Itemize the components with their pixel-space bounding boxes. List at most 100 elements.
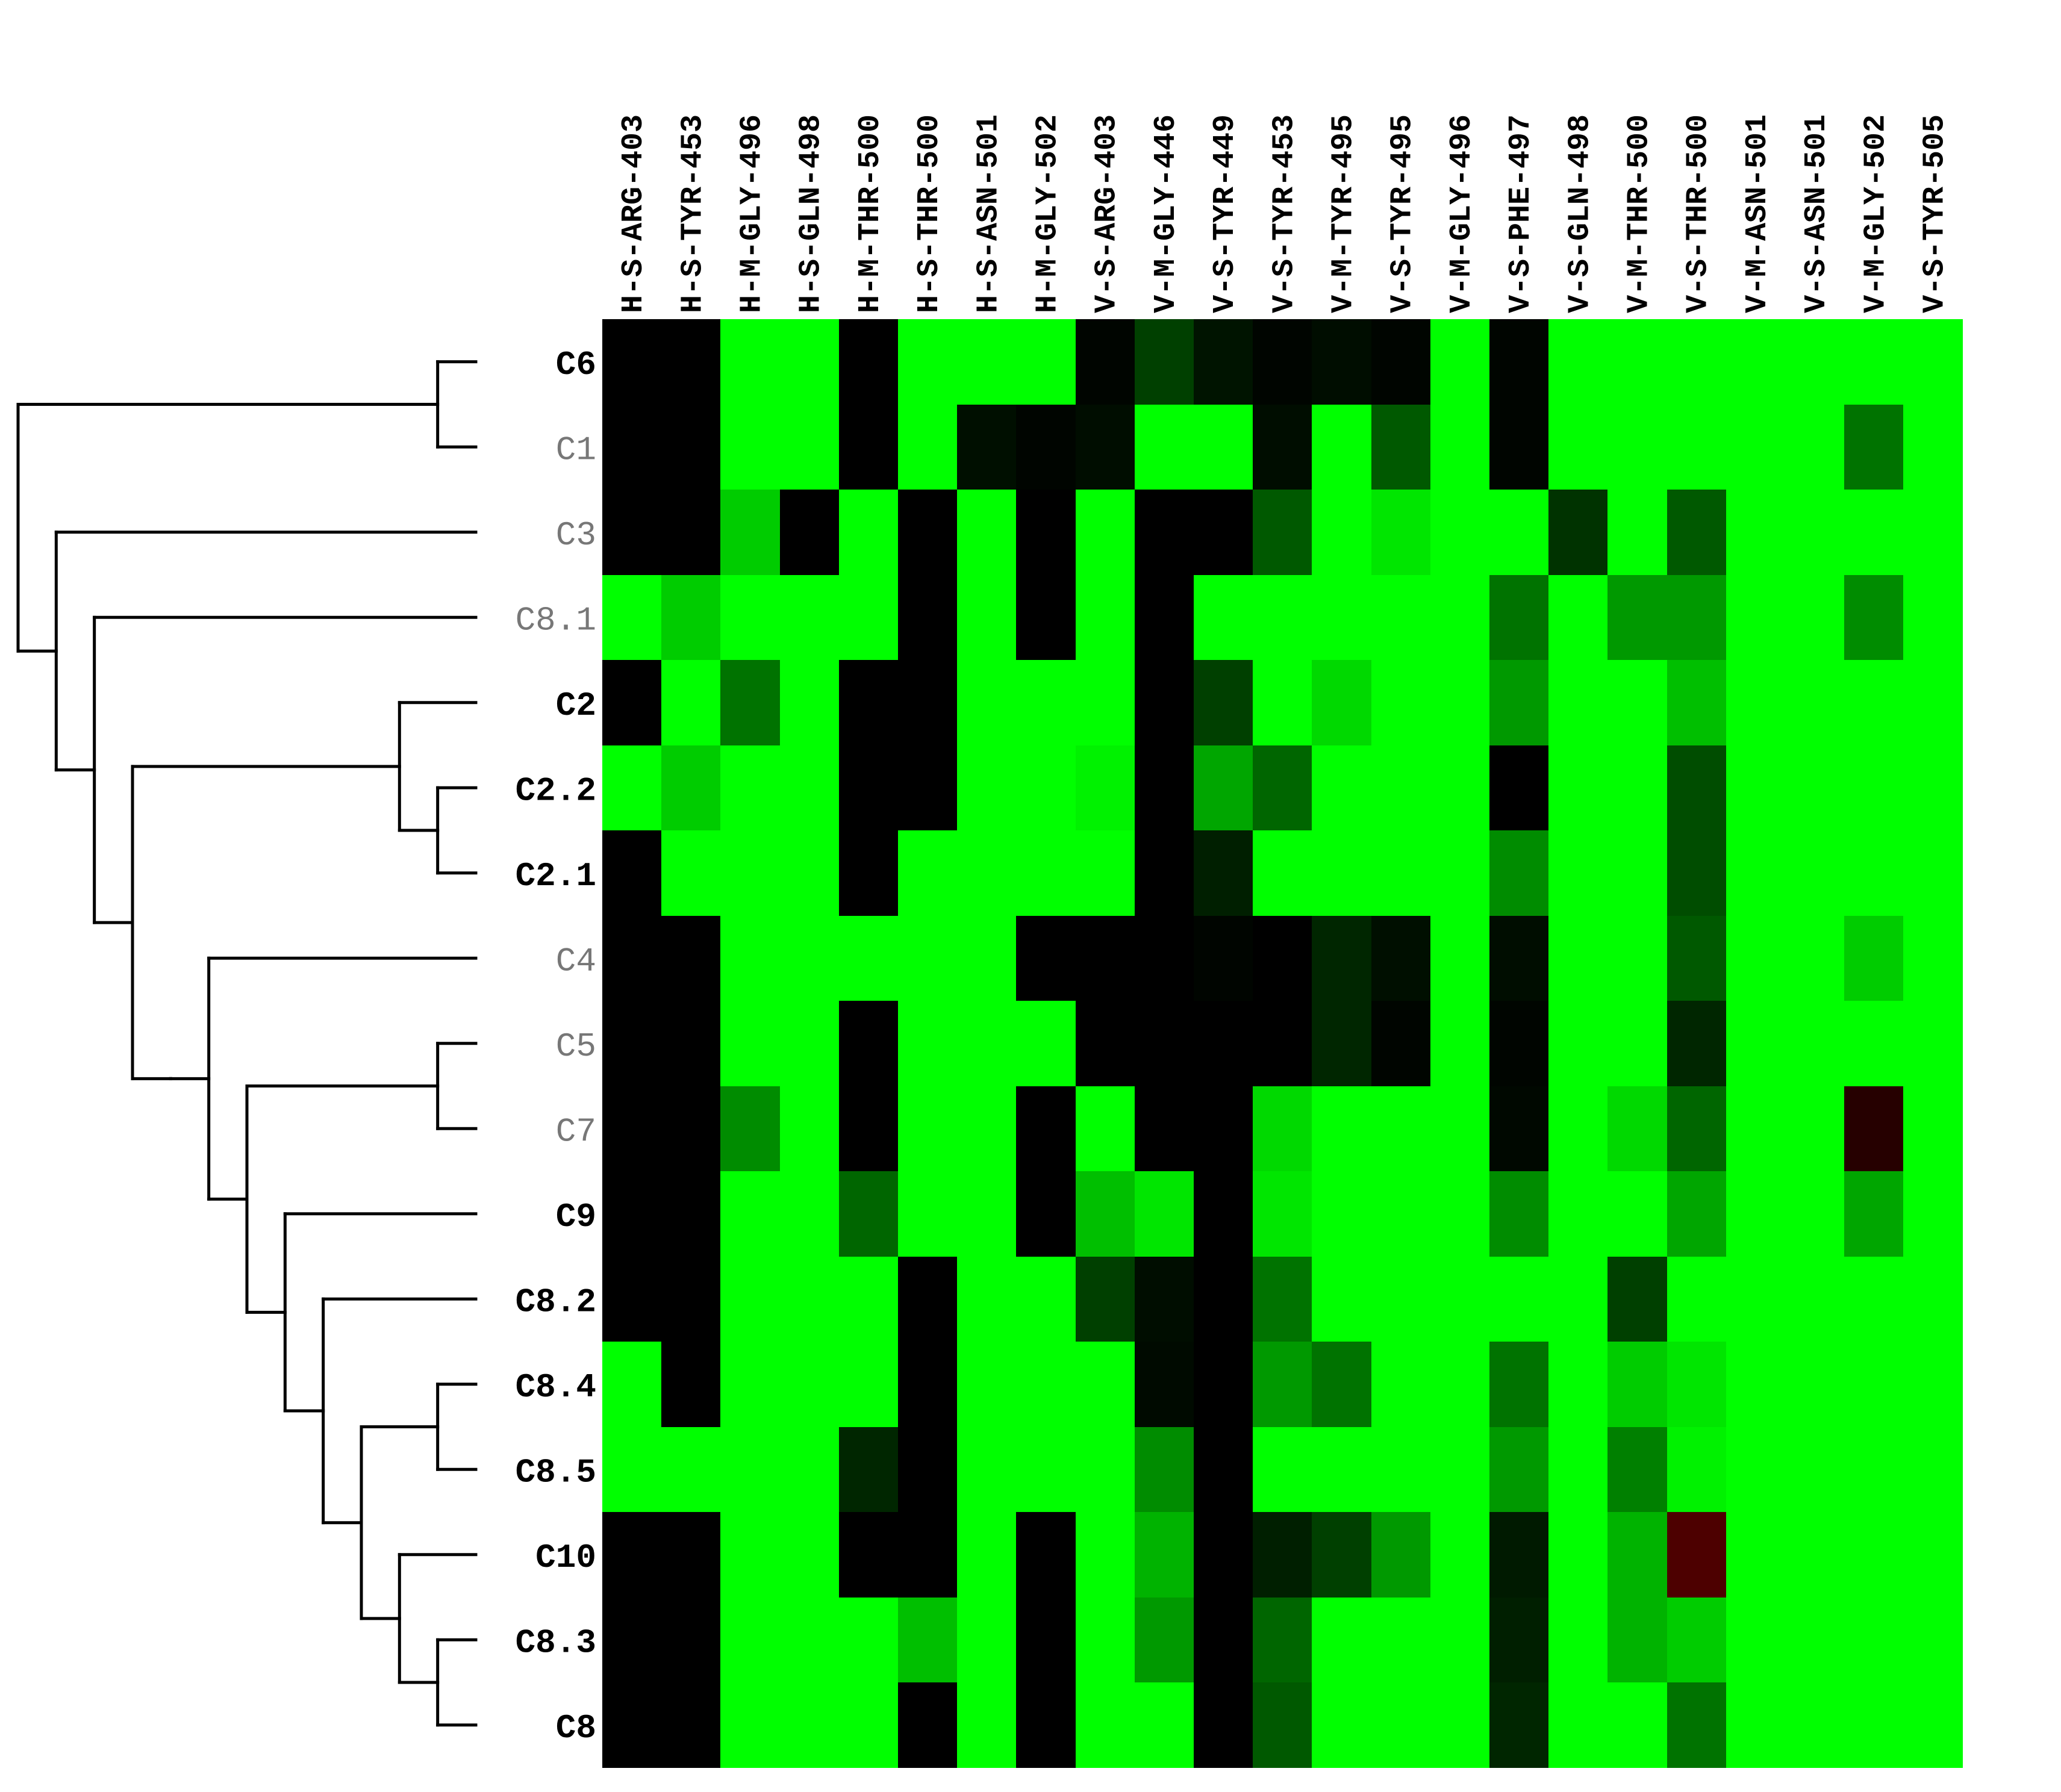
heatmap-cell xyxy=(1903,1598,1963,1682)
heatmap-cell xyxy=(661,660,720,745)
heatmap-cell xyxy=(780,745,839,830)
heatmap-cell xyxy=(1607,1257,1667,1342)
heatmap-cell xyxy=(1371,660,1430,745)
heatmap-cell xyxy=(1135,1598,1194,1682)
heatmap-cell xyxy=(1253,830,1312,916)
heatmap-cell xyxy=(661,1342,720,1427)
heatmap-cell xyxy=(1135,1512,1194,1598)
heatmap-cell xyxy=(780,1682,839,1768)
heatmap-cell xyxy=(1194,405,1253,490)
heatmap-cell xyxy=(898,490,957,575)
row-label: C8.2 xyxy=(516,1283,596,1321)
row-label: C3 xyxy=(556,516,596,555)
heatmap-cell xyxy=(661,1682,720,1768)
heatmap-cell xyxy=(602,660,661,745)
heatmap-cell xyxy=(1194,745,1253,830)
row-label: C2.2 xyxy=(516,771,596,810)
heatmap-cell xyxy=(1016,405,1076,490)
heatmap-cell xyxy=(1194,1598,1253,1682)
heatmap-cell xyxy=(602,1598,661,1682)
heatmap-cell xyxy=(1371,1342,1430,1427)
heatmap-cell xyxy=(661,490,720,575)
heatmap-cell xyxy=(1076,745,1135,830)
heatmap-cell xyxy=(1194,916,1253,1001)
heatmap-cell xyxy=(957,405,1016,490)
heatmap-cell xyxy=(1785,1512,1844,1598)
heatmap-cell xyxy=(602,745,661,830)
heatmap-cell xyxy=(720,1682,780,1768)
heatmap-cell xyxy=(1903,830,1963,916)
column-label: V-M-TYR-495 xyxy=(1327,114,1361,313)
heatmap-cell xyxy=(720,1001,780,1086)
heatmap-cell xyxy=(1844,1682,1903,1768)
column-label: H-S-GLN-498 xyxy=(794,114,829,313)
heatmap-cell xyxy=(1785,660,1844,745)
row-label: C4 xyxy=(556,942,596,980)
heatmap-cell xyxy=(957,745,1016,830)
heatmap-cell xyxy=(1844,405,1903,490)
heatmap-cell xyxy=(1253,1682,1312,1768)
heatmap-cell xyxy=(1548,1427,1607,1512)
heatmap-cell xyxy=(1548,1342,1607,1427)
heatmap-cell xyxy=(720,1512,780,1598)
heatmap-cell xyxy=(1548,575,1607,660)
heatmap-cell xyxy=(780,1512,839,1598)
heatmap-cell xyxy=(1194,1682,1253,1768)
heatmap-cell xyxy=(1785,1171,1844,1257)
column-label: V-M-GLY-496 xyxy=(1445,114,1479,313)
heatmap-cell xyxy=(839,745,898,830)
heatmap-cell xyxy=(661,575,720,660)
heatmap-cell xyxy=(1548,830,1607,916)
column-label: V-S-TYR-449 xyxy=(1208,114,1243,313)
heatmap-cell xyxy=(1312,1171,1371,1257)
heatmap-cell xyxy=(1607,916,1667,1001)
heatmap-cell xyxy=(1785,830,1844,916)
heatmap-cell xyxy=(1607,660,1667,745)
heatmap-cells xyxy=(602,319,1963,1768)
heatmap-cell xyxy=(1548,916,1607,1001)
heatmap-cell xyxy=(1371,1682,1430,1768)
heatmap-cell xyxy=(1667,1427,1726,1512)
heatmap-cell xyxy=(1135,1257,1194,1342)
heatmap-cell xyxy=(1016,916,1076,1001)
heatmap-cell xyxy=(1844,1171,1903,1257)
heatmap-cell xyxy=(1726,660,1785,745)
heatmap-cell xyxy=(1016,745,1076,830)
heatmap-cell xyxy=(1548,660,1607,745)
heatmap-cell xyxy=(839,1512,898,1598)
row-label: C8.1 xyxy=(516,601,596,639)
heatmap-cell xyxy=(1489,1682,1548,1768)
heatmap-cell xyxy=(898,1171,957,1257)
heatmap-cell xyxy=(898,1427,957,1512)
heatmap-cell xyxy=(1844,916,1903,1001)
heatmap-cell xyxy=(1667,319,1726,405)
heatmap-cell xyxy=(1253,1427,1312,1512)
heatmap-cell xyxy=(661,1512,720,1598)
heatmap-cell xyxy=(1312,405,1371,490)
heatmap-cell xyxy=(1667,660,1726,745)
heatmap-cell xyxy=(1076,1598,1135,1682)
heatmap-cell xyxy=(1194,660,1253,745)
heatmap-cell xyxy=(1726,1257,1785,1342)
heatmap-cell xyxy=(602,1342,661,1427)
heatmap-cell xyxy=(898,1257,957,1342)
heatmap-cell xyxy=(1016,1086,1076,1171)
heatmap-cell xyxy=(1371,1427,1430,1512)
heatmap-cell xyxy=(1726,1598,1785,1682)
heatmap-cell xyxy=(661,916,720,1001)
column-label: V-M-ASN-501 xyxy=(1741,114,1775,313)
heatmap-cell xyxy=(898,916,957,1001)
heatmap-cell xyxy=(1371,405,1430,490)
heatmap-cell xyxy=(1430,490,1489,575)
heatmap-cell xyxy=(780,1001,839,1086)
row-labels: C6 C1 C3 C8.1 C2 C2.2 C2.1 C4 C5 C7 C9 C8.2 C8.4 C8.5… xyxy=(516,346,596,1747)
heatmap-cell xyxy=(1430,830,1489,916)
row-dendrogram xyxy=(16,360,478,1727)
heatmap-cell xyxy=(780,1171,839,1257)
heatmap-cell xyxy=(1194,1001,1253,1086)
heatmap-cell xyxy=(1135,490,1194,575)
heatmap-cell xyxy=(720,1171,780,1257)
heatmap-cell xyxy=(1016,1427,1076,1512)
heatmap-cell xyxy=(1607,1342,1667,1427)
